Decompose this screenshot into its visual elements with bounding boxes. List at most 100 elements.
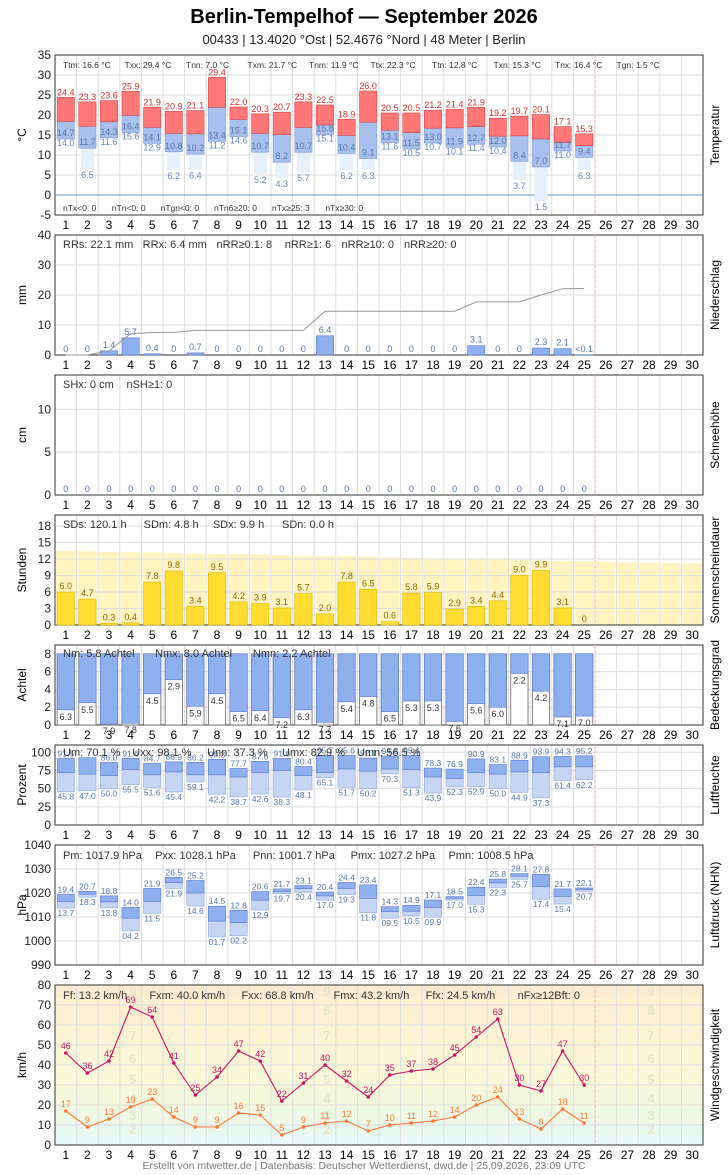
stat-label: Tnn: 7.0 °C (186, 60, 229, 70)
precip-label: 0 (214, 344, 219, 354)
pressure-max-label: 24.4 (338, 872, 355, 882)
x-tick-label: 15 (362, 828, 376, 842)
cloud-label: 6.5 (232, 714, 245, 724)
ground-temp-bar (253, 152, 267, 175)
panel-title: Schneehöhe (708, 401, 722, 469)
humidity-lower-bar (164, 771, 183, 793)
x-tick-label: 14 (340, 728, 354, 742)
stat-label: nTn<0: 0 (112, 203, 146, 213)
humidity-upper-bar (467, 758, 486, 773)
cloud-cover-bar (424, 653, 442, 702)
humidity-upper-bar (56, 758, 75, 773)
humidity-upper-bar (78, 757, 97, 775)
gust-wind-point (344, 1079, 349, 1083)
pressure-min-label: 01.7 (209, 937, 226, 947)
cloud-label: 5.3 (427, 703, 440, 713)
x-tick-label: 4 (127, 828, 134, 842)
mean-wind-label: 7 (366, 1119, 371, 1129)
ground-temp-label: 6.4 (189, 170, 202, 180)
x-tick-label: 17 (405, 968, 419, 982)
mean-wind-point (560, 1107, 565, 1111)
y-tick-label: 0 (44, 818, 51, 832)
snow-label: 0 (387, 484, 392, 494)
humidity-min-label: 52.3 (446, 787, 463, 797)
humidity-upper-bar (121, 758, 140, 771)
pressure-upper-bar (121, 907, 140, 919)
x-tick-label: 26 (599, 728, 613, 742)
y-axis-label: Achtel (15, 668, 29, 701)
sunshine-label: 6.5 (362, 578, 375, 588)
x-tick-label: 28 (642, 628, 656, 642)
x-tick-label: 12 (297, 498, 311, 512)
precip-label: 0.7 (189, 342, 202, 352)
x-tick-label: 16 (383, 968, 397, 982)
pressure-min-label: 13.7 (58, 908, 75, 918)
cloud-label: 7.8 (124, 725, 137, 735)
min-temp-label: 9.4 (578, 146, 591, 156)
pressure-min-label: 11.8 (360, 913, 376, 923)
x-tick-label: 16 (383, 628, 397, 642)
pressure-upper-bar (272, 888, 291, 893)
snow-label: 0 (538, 484, 543, 494)
x-tick-label: 12 (297, 218, 311, 232)
max-temp-bar (510, 115, 529, 137)
humidity-min-label: 52.9 (468, 787, 485, 797)
pressure-upper-bar (164, 877, 183, 883)
cloud-cover-bar (337, 653, 356, 703)
pressure-min-label: 19.7 (274, 894, 291, 904)
x-tick-label: 27 (621, 728, 635, 742)
cloud-label: 2.2 (513, 675, 526, 685)
max-temp-bar (359, 90, 378, 123)
gust-wind-label: 27 (536, 1079, 546, 1089)
x-tick-label: 16 (383, 218, 397, 232)
x-tick-label: 21 (491, 968, 505, 982)
cloud-label: 6.0 (492, 709, 505, 719)
x-tick-label: 7 (192, 968, 199, 982)
cloud-cover-bar (467, 653, 486, 704)
cloud-cover-bar (294, 653, 313, 711)
stat-label: Uxx: 98.1 % (132, 747, 192, 759)
stat-label: Um: 70.1 % (63, 747, 121, 759)
panel-title: Luftfeuchte (708, 755, 722, 815)
max-temp-bar (143, 107, 162, 128)
min-temp-label: 12.7 (467, 133, 485, 143)
y-tick-label: 100 (31, 745, 51, 759)
cloud-cover-bar (532, 653, 550, 692)
x-tick-label: 13 (318, 628, 332, 642)
gust-wind-label: 31 (298, 1071, 308, 1081)
x-tick-label: 16 (383, 1148, 397, 1162)
pressure-upper-bar (510, 873, 529, 877)
humidity-min-label: 42.6 (252, 794, 269, 804)
x-tick-label: 17 (405, 498, 419, 512)
x-tick-label: 25 (578, 358, 592, 372)
x-tick-label: 11 (276, 1148, 289, 1162)
gust-wind-point (215, 1075, 219, 1079)
y-tick-label: 12 (38, 552, 52, 566)
x-tick-label: 16 (383, 728, 397, 742)
max-temp-bar (424, 109, 442, 129)
max-temp-label: 19.2 (489, 108, 507, 118)
ground-temp-label: 6.5 (81, 170, 94, 180)
beaufort-label: 5 (323, 1072, 330, 1087)
panel-title: Niederschlag (708, 260, 722, 330)
x-tick-label: 8 (214, 828, 221, 842)
sunshine-label: 5.8 (405, 582, 418, 592)
pressure-max-label: 20.7 (79, 881, 96, 891)
mean-wind-point (366, 1129, 371, 1133)
ground-temp-label: 6.2 (340, 171, 353, 181)
sunshine-bar (359, 588, 378, 626)
mean-wind-point (64, 1109, 68, 1113)
x-tick-label: 28 (642, 358, 656, 372)
x-tick-label: 21 (491, 628, 505, 642)
x-tick-label: 23 (534, 498, 548, 512)
precip-bar (553, 348, 572, 356)
mean-wind-point (301, 1125, 306, 1129)
beaufort-label: 8 (129, 1003, 136, 1018)
x-tick-label: 24 (556, 728, 570, 742)
gust-wind-label: 25 (190, 1083, 200, 1093)
x-tick-label: 21 (491, 498, 505, 512)
stat-label: Txn: 15.3 °C (494, 60, 541, 70)
x-tick-label: 30 (686, 218, 700, 232)
x-tick-label: 24 (556, 968, 570, 982)
humidity-max-label: 95.6 (338, 745, 355, 755)
